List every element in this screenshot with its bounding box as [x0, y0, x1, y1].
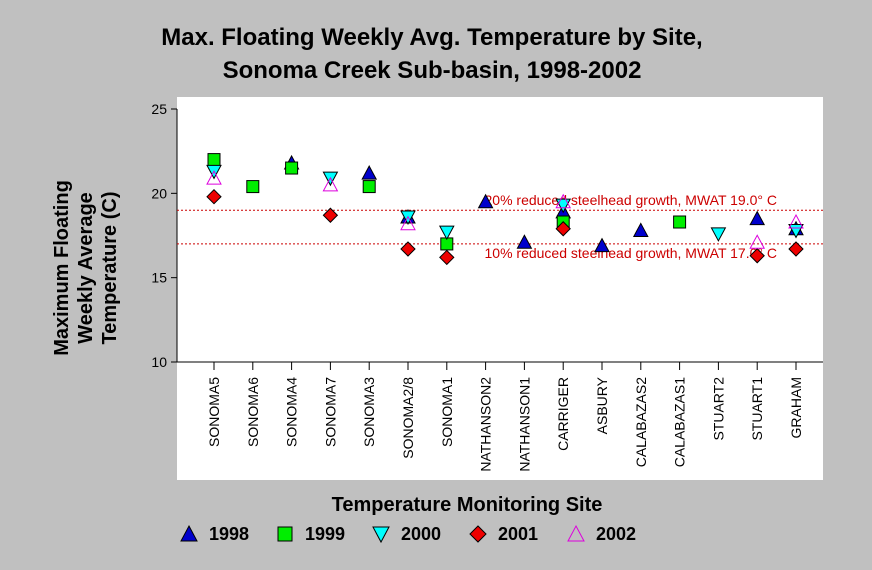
data-point: [362, 180, 376, 194]
data-point: [710, 227, 727, 242]
data-point: [555, 193, 572, 209]
reference-line-label: 20% reduced steelhead growth, MWAT 19.0°…: [485, 192, 778, 208]
series-2002: [206, 170, 804, 249]
x-tick-label: CARRIGER: [555, 377, 571, 451]
chart-title: Max. Floating Weekly Avg. Temperature by…: [161, 24, 702, 51]
data-point: [749, 234, 766, 249]
legend-label: 2002: [596, 524, 636, 544]
data-point: [400, 215, 416, 231]
reference-line-label: 10% reduced steelhead growth, MWAT 17.0°…: [485, 245, 778, 261]
data-point: [439, 249, 455, 266]
data-points: [206, 153, 804, 266]
x-tick-label: SONOMA2/8: [400, 377, 416, 459]
legend-item: 1998: [180, 524, 249, 544]
x-tick-label: CALABAZAS2: [633, 377, 649, 467]
series-2001: [206, 188, 804, 266]
legend-marker: [277, 526, 293, 542]
x-tick-label: NATHANSON1: [516, 377, 532, 472]
data-point: [673, 215, 687, 229]
data-point: [477, 193, 494, 209]
data-point: [555, 221, 571, 237]
data-point: [516, 234, 533, 249]
legend-marker: [469, 525, 487, 543]
data-point: [246, 180, 260, 194]
x-axis: SONOMA5 SONOMA6 SONOMA4 SONOMA7 SONOMA3 SONOM…: [177, 361, 823, 472]
legend: 1998 1999 2000 2001 2002: [180, 524, 636, 544]
x-tick-label: SONOMA5: [206, 377, 222, 447]
x-tick-label: STUART2: [710, 377, 726, 441]
data-point: [361, 165, 378, 180]
data-point: [555, 198, 572, 214]
data-point: [322, 176, 339, 192]
data-point: [322, 207, 339, 223]
y-tick-label: 20: [151, 185, 167, 201]
x-tick-label: STUART1: [749, 377, 765, 441]
data-point: [206, 170, 222, 185]
legend-label: 2001: [498, 524, 538, 544]
legend-marker: [372, 526, 390, 544]
y-tick-label: 15: [151, 270, 167, 286]
legend-marker: [567, 524, 585, 542]
x-tick-label: CALABAZAS1: [672, 377, 688, 467]
series-1999: [207, 153, 687, 251]
chart-subtitle: Sonoma Creek Sub-basin, 1998-2002: [223, 57, 642, 84]
data-point: [438, 225, 455, 241]
y-axis-label-line-3: Temperature (C): [99, 192, 121, 345]
y-axis-label-line-1: Maximum Floating: [51, 180, 73, 356]
x-axis-label: Temperature Monitoring Site: [332, 494, 603, 516]
data-point: [400, 241, 416, 257]
legend-item: 2001: [469, 524, 538, 544]
x-tick-label: NATHANSON2: [478, 377, 494, 472]
data-point: [788, 213, 804, 229]
y-axis: 10 15 20 25: [151, 101, 178, 370]
x-tick-label: SONOMA7: [322, 377, 338, 447]
data-point: [594, 237, 610, 253]
plot-area: [177, 97, 823, 480]
data-point: [749, 248, 765, 264]
data-point: [632, 222, 649, 237]
x-tick-label: SONOMA3: [361, 377, 377, 447]
legend-item: 2000: [372, 524, 441, 544]
legend-label: 1998: [209, 524, 249, 544]
legend-marker: [180, 524, 198, 542]
legend-label: 1999: [305, 524, 345, 544]
y-axis-label: Maximum Floating Weekly Average Temperat…: [51, 180, 121, 356]
data-point: [285, 161, 299, 175]
data-point: [788, 241, 804, 257]
x-tick-label: GRAHAM: [788, 377, 804, 438]
x-tick-label: ASBURY: [594, 376, 610, 434]
data-point: [749, 210, 766, 226]
legend-item: 1999: [277, 524, 345, 544]
y-tick-label: 25: [151, 101, 167, 117]
legend-label: 2000: [401, 524, 441, 544]
y-axis-label-line-2: Weekly Average: [75, 192, 97, 344]
x-tick-label: SONOMA1: [439, 377, 455, 447]
y-tick-label: 10: [151, 354, 167, 370]
x-tick-label: SONOMA6: [245, 377, 261, 447]
legend-item: 2002: [567, 524, 636, 544]
data-point: [206, 188, 222, 205]
data-point: [207, 153, 221, 167]
x-tick-label: SONOMA4: [284, 377, 300, 447]
